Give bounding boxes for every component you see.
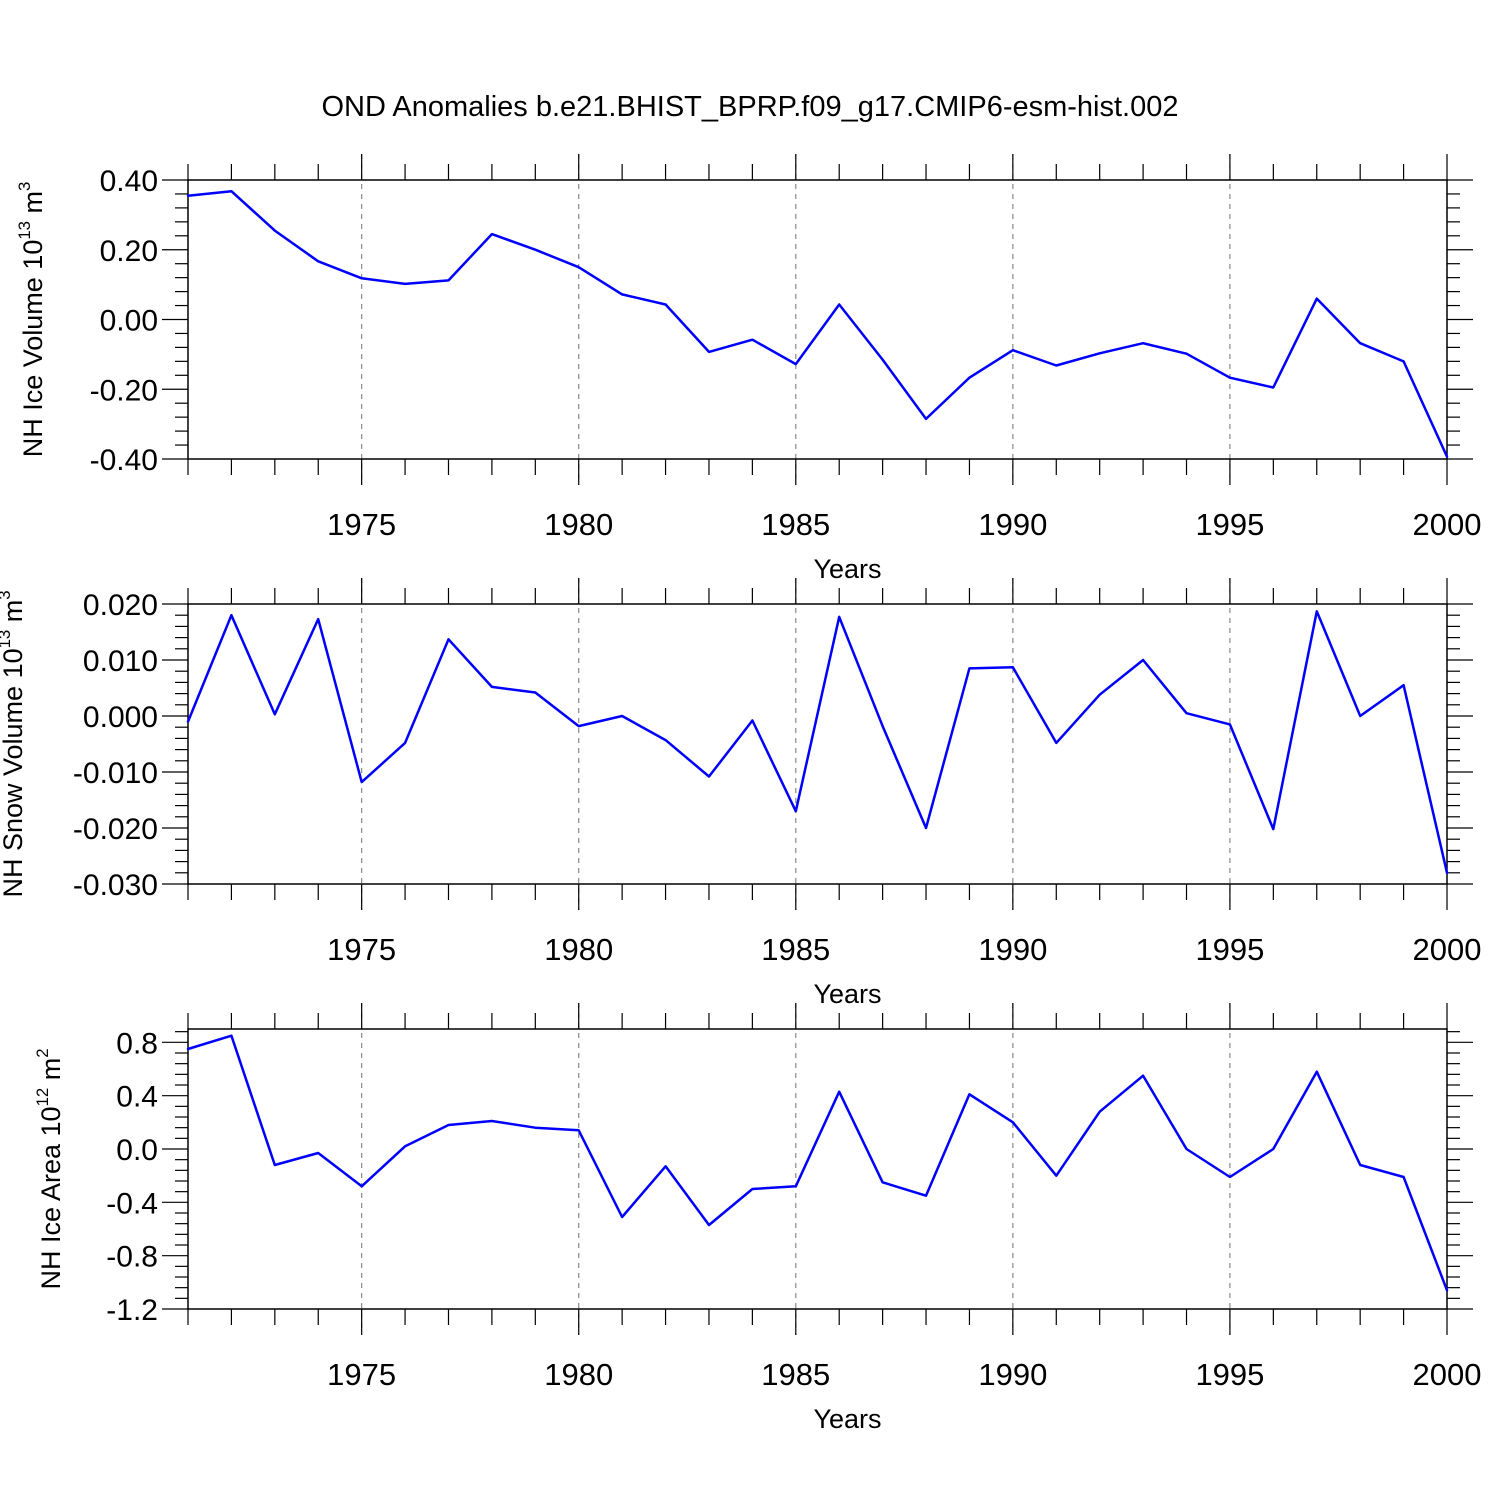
x-tick-label: 1995 — [1195, 932, 1264, 967]
x-tick-label: 1990 — [978, 932, 1047, 967]
y-axis-label-part: 2 — [33, 1048, 52, 1057]
x-tick-label: 1985 — [761, 1357, 830, 1392]
chart-title: OND Anomalies b.e21.BHIST_BPRP.f09_g17.C… — [322, 91, 1179, 123]
y-tick-label: 0.20 — [100, 235, 158, 268]
y-axis-label-part: m — [18, 191, 48, 221]
x-axis-label: Years — [813, 1404, 881, 1434]
x-tick-label: 1985 — [761, 932, 830, 967]
y-tick-label: -0.20 — [90, 374, 158, 407]
x-tick-label: 1985 — [761, 507, 830, 542]
data-series-line — [186, 189, 1449, 458]
y-axis-label-part: 13 — [15, 221, 34, 240]
y-tick-label: -1.2 — [106, 1294, 158, 1327]
y-axis-label-part: m — [0, 600, 28, 630]
y-axis-label-part: NH Ice Area 10 — [36, 1106, 66, 1289]
y-axis-label-part: 13 — [0, 630, 14, 649]
x-tick-label: 2000 — [1413, 1357, 1482, 1392]
x-tick-label: 2000 — [1413, 932, 1482, 967]
plot-frame — [187, 603, 1448, 885]
plot-frame — [187, 179, 1448, 460]
y-axis-label-part: 3 — [0, 590, 14, 599]
x-tick-label: 2000 — [1413, 507, 1482, 542]
y-tick-label: -0.030 — [73, 869, 158, 902]
plot-frame — [187, 1028, 1448, 1310]
y-tick-label: 0.40 — [100, 165, 158, 198]
y-tick-label: 0.4 — [116, 1081, 158, 1114]
x-axis-label: Years — [813, 979, 881, 1009]
x-tick-label: 1990 — [978, 507, 1047, 542]
data-series-line — [186, 1034, 1449, 1292]
y-tick-label: 0.010 — [83, 645, 158, 678]
x-tick-label: 1980 — [544, 507, 613, 542]
x-tick-label: 1975 — [327, 507, 396, 542]
y-axis-label-part: 3 — [15, 182, 34, 191]
data-series-line — [186, 610, 1449, 875]
y-tick-label: 0.000 — [83, 701, 158, 734]
y-tick-label: -0.020 — [73, 813, 158, 846]
y-axis-label-part: NH Ice Volume 10 — [18, 240, 48, 458]
chart-panel-3: -1.2 -0.8 -0.4 0.0 0.4 0.8 1975 1980 1985 1990 199… — [33, 1003, 1481, 1434]
y-tick-label: 0.0 — [116, 1134, 158, 1167]
chart-panel-1: -0.40 -0.20 0.00 0.20 0.40 1975 1980 1985 1990 19… — [15, 154, 1481, 584]
y-axis-label-part: 12 — [33, 1088, 52, 1107]
x-tick-label: 1980 — [544, 932, 613, 967]
y-tick-label: -0.010 — [73, 757, 158, 790]
x-tick-label: 1975 — [327, 932, 396, 967]
y-tick-label: -0.8 — [106, 1241, 158, 1274]
chart-panel-2: -0.030 -0.020 -0.010 0.000 0.010 0.020 1975 198… — [0, 578, 1481, 1009]
x-tick-label: 1995 — [1195, 1357, 1264, 1392]
x-axis-label: Years — [813, 554, 881, 584]
y-tick-label: 0.8 — [116, 1027, 158, 1060]
x-tick-label: 1980 — [544, 1357, 613, 1392]
y-axis-label: NH Snow Volume 1013 m3 — [0, 590, 28, 897]
y-axis-label-part: NH Snow Volume 10 — [0, 648, 28, 897]
y-axis-label: NH Ice Area 1012 m2 — [33, 1048, 66, 1289]
y-tick-label: -0.40 — [90, 444, 158, 477]
y-tick-label: 0.020 — [83, 589, 158, 622]
x-tick-label: 1990 — [978, 1357, 1047, 1392]
x-tick-label: 1975 — [327, 1357, 396, 1392]
y-axis-label: NH Ice Volume 1013 m3 — [15, 182, 48, 458]
y-tick-label: -0.4 — [106, 1187, 158, 1220]
y-axis-label-part: m — [36, 1058, 66, 1088]
y-tick-label: 0.00 — [100, 305, 158, 338]
x-tick-label: 1995 — [1195, 507, 1264, 542]
